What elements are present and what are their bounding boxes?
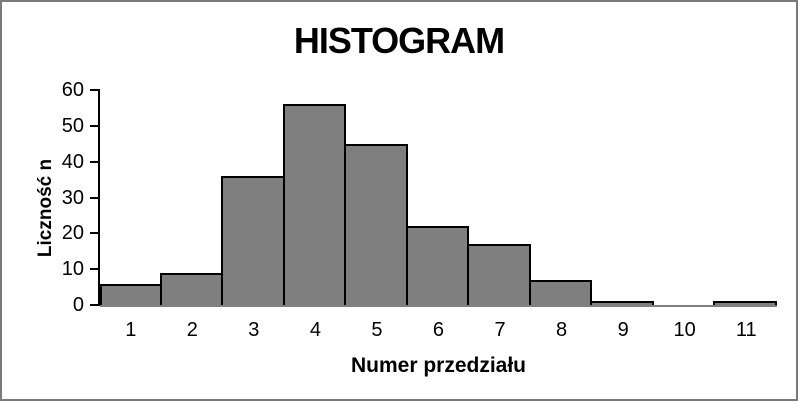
- y-tick-mark: [90, 304, 98, 306]
- x-tick-label: 3: [248, 319, 260, 341]
- histogram-bar: [467, 244, 531, 305]
- chart-title: HISTOGRAM: [293, 20, 505, 61]
- y-tick-label: 60: [61, 79, 84, 101]
- x-axis-baseline: [100, 305, 777, 307]
- histogram-bar: [528, 279, 593, 305]
- histogram-bar: [100, 283, 162, 305]
- y-tick-label: 30: [61, 186, 84, 209]
- y-tick-label: 40: [61, 150, 84, 173]
- y-tick-mark: [90, 268, 98, 271]
- y-tick-label: 0: [72, 294, 84, 316]
- plot-area: 0 10 20 30 40 50 60 1 2 3 4 5 6 7 8 9 10 11: [62, 79, 777, 341]
- histogram-bar: [713, 301, 777, 305]
- x-tick-label: 8: [556, 319, 568, 341]
- x-tick-label: 7: [494, 319, 506, 341]
- x-tick-label: 2: [186, 319, 198, 341]
- y-tick-mark: [90, 232, 98, 235]
- histogram-bar: [159, 272, 224, 305]
- x-tick-label: 11: [735, 319, 757, 341]
- y-axis-line: [98, 89, 100, 306]
- x-tick-label: 1: [125, 319, 137, 341]
- histogram-bar: [405, 226, 470, 305]
- y-tick-mark: [90, 160, 98, 163]
- y-tick-label: 50: [61, 114, 84, 137]
- y-tick-label: 20: [61, 222, 84, 245]
- histogram-bar: [282, 104, 347, 305]
- x-tick-label: 6: [432, 319, 445, 341]
- x-tick-label: 9: [617, 319, 629, 341]
- x-tick-label: 5: [371, 319, 383, 341]
- x-tick-label: 4: [309, 319, 321, 341]
- y-tick-mark: [90, 124, 98, 127]
- histogram-bar: [344, 143, 408, 305]
- y-tick-label: 10: [61, 258, 84, 281]
- histogram-bar: [221, 176, 285, 305]
- y-tick-mark: [90, 196, 98, 199]
- y-tick-mark: [90, 89, 98, 91]
- x-tick-label: 10: [673, 319, 696, 341]
- histogram-bar: [590, 301, 654, 305]
- x-axis-title: Numer przedziału: [350, 354, 527, 377]
